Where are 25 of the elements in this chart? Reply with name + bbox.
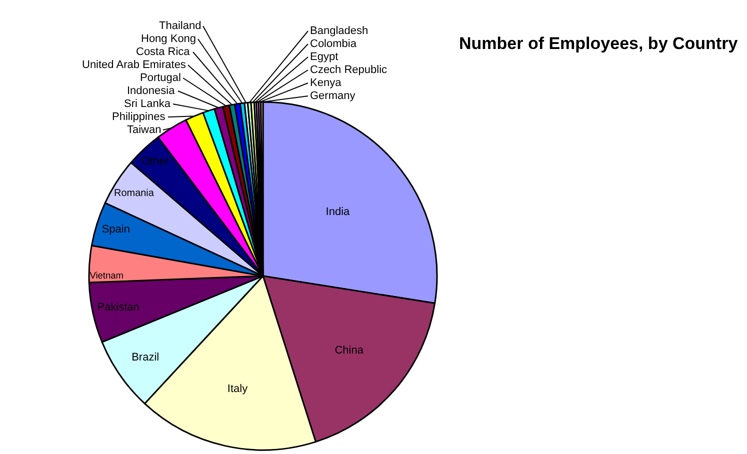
slice-label: China bbox=[334, 344, 364, 356]
slice-label: United Arab Emirates bbox=[82, 59, 186, 71]
slice-label: Taiwan bbox=[127, 124, 162, 136]
slice-label: Portugal bbox=[140, 72, 181, 84]
slice-label: Germany bbox=[310, 90, 356, 102]
slice-label: Other bbox=[141, 155, 170, 168]
text: Number of Employees, by Country bbox=[459, 34, 738, 53]
slice-label: Kenya bbox=[310, 77, 342, 89]
slice-label: Thailand bbox=[159, 20, 202, 32]
slice-label: Indonesia bbox=[127, 85, 176, 97]
slice-label: Brazil bbox=[132, 352, 160, 364]
slice-label: Philippines bbox=[112, 111, 166, 123]
slice-label: Colombia bbox=[310, 38, 358, 50]
slice-label: Italy bbox=[227, 382, 248, 395]
slice-label: Sri Lanka bbox=[124, 98, 172, 110]
slice-label: Egypt bbox=[310, 51, 338, 63]
slice-label: Hong Kong bbox=[141, 33, 196, 45]
slice-label: Bangladesh bbox=[310, 25, 368, 37]
slice-label: Costa Rica bbox=[136, 46, 191, 58]
slice-label: India bbox=[326, 206, 351, 218]
slice-label: Romania bbox=[114, 188, 154, 199]
slice-label: Czech Republic bbox=[310, 64, 388, 76]
slice-label: Vietnam bbox=[90, 270, 124, 281]
slice-label: Pakistan bbox=[97, 301, 140, 314]
slice-label: Spain bbox=[102, 224, 130, 236]
